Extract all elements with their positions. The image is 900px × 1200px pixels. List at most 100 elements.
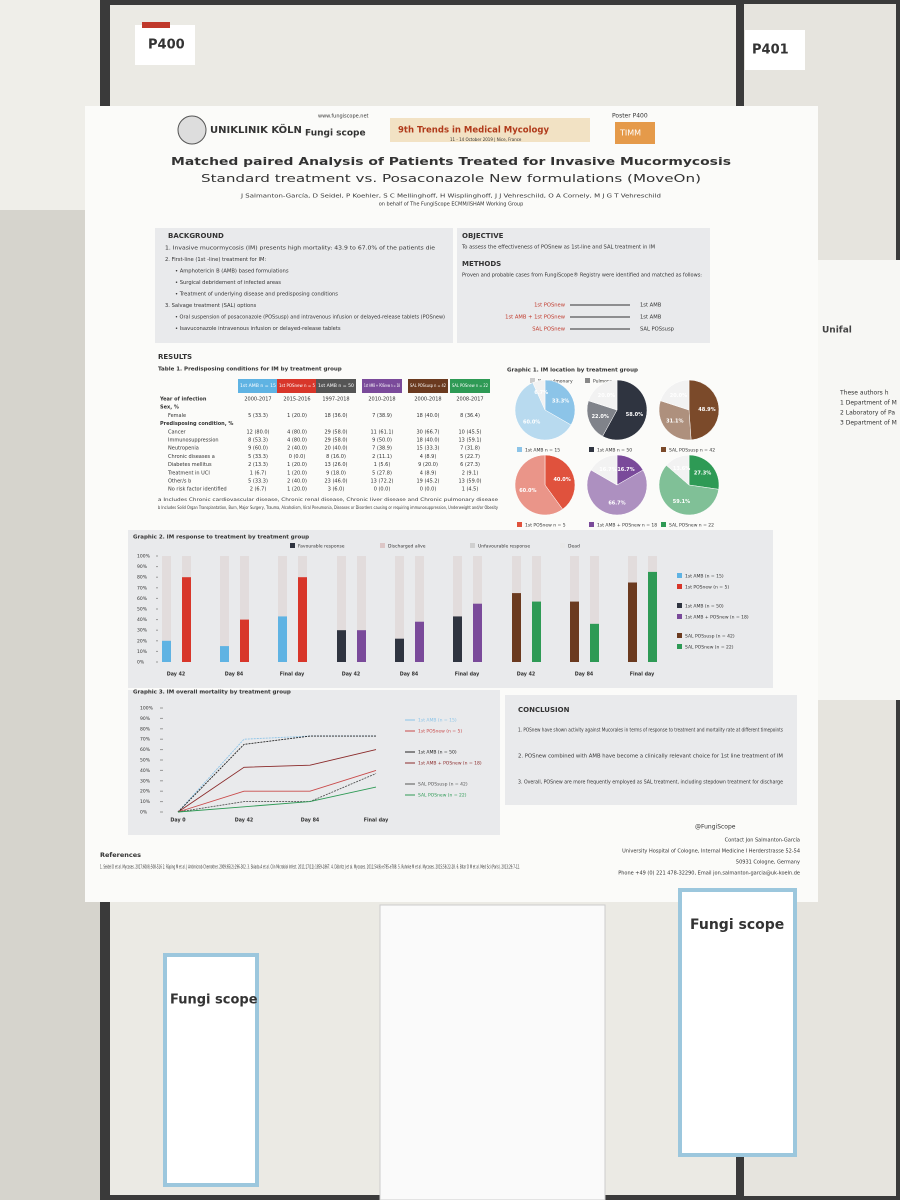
x-tick-label: Day 0	[170, 818, 186, 824]
legend: Unfavourable response	[478, 544, 530, 550]
caption: Graphic 2. IM response to treatment by t…	[133, 535, 309, 541]
bar	[648, 571, 657, 662]
behalf: on behalf of The FungiScope ECMM/ISHAM W…	[379, 202, 524, 208]
pie-slice	[590, 454, 618, 486]
label-card	[135, 25, 195, 65]
legend: Non pulmonary	[538, 379, 573, 385]
cell: 2000-2018	[414, 397, 441, 403]
pie-slice	[666, 454, 690, 486]
pair-left: SAL POSnew	[532, 327, 565, 333]
cell: 8 (53.3)	[248, 438, 268, 444]
col-head	[408, 379, 448, 393]
timm: TIMM	[619, 129, 641, 138]
column-header: SAL POSnew n = 22	[452, 383, 488, 388]
row-label: No risk factor identified	[168, 487, 227, 493]
legend-swatch	[380, 543, 385, 548]
legend-swatch	[677, 573, 682, 578]
row-label: Neutropenia	[168, 446, 199, 452]
twitter: @FungiScope	[695, 824, 736, 831]
legend: SAL POSsusp (n = 42)	[685, 634, 735, 640]
cell: 18 (40.0)	[417, 413, 440, 419]
cell: 5 (33.3)	[248, 413, 268, 419]
bar	[182, 577, 191, 662]
methods: Proven and probable cases from FungiScop…	[462, 272, 702, 279]
logo: Fungi scope	[305, 129, 366, 139]
cell: 23 (46.0)	[325, 479, 348, 485]
x-tick-label: Day 84	[225, 672, 244, 678]
legend: 1st AMB (n = 50)	[418, 750, 457, 756]
cell: 13 (26.0)	[325, 462, 348, 468]
pie-slice	[588, 379, 618, 411]
y-tick-label: 70%	[137, 585, 148, 591]
line	[177, 735, 376, 813]
row-label: Female	[168, 413, 186, 419]
legend: 1st POSnew (n = 5)	[685, 585, 729, 591]
pie-label: 20.0%	[598, 393, 615, 399]
x-tick-label: Day 42	[342, 672, 361, 678]
cell: 2010-2018	[368, 397, 395, 403]
cell: 10 (45.5)	[459, 429, 482, 435]
list-item: • Oral suspension of posaconazole (POSsu…	[175, 315, 445, 321]
pie-label: 16.7%	[617, 467, 634, 473]
col-head	[450, 379, 490, 393]
y-tick-label: 10%	[137, 649, 148, 655]
pair-right: SAL POSsusp	[640, 327, 675, 333]
pie-slice	[602, 379, 648, 441]
line	[177, 735, 376, 813]
row-label: Year of infection	[159, 397, 207, 403]
side-text: These authors h	[839, 390, 889, 397]
x-tick-label: Day 84	[301, 818, 320, 824]
y-tick-label: 10%	[140, 799, 151, 805]
col-head	[277, 379, 317, 393]
col-head	[238, 379, 278, 393]
contact: Phone +49 (0) 221 478-32290, Email jon.s…	[618, 871, 800, 877]
cell: 5 (33.3)	[248, 479, 268, 485]
bar-bg	[590, 556, 599, 662]
label-tab	[142, 22, 170, 28]
line	[177, 773, 377, 813]
legend: 1st POSnew (n = 5)	[418, 729, 462, 735]
x-tick-label: Day 42	[517, 672, 536, 678]
x-tick-label: Day 84	[400, 672, 419, 678]
y-tick-label: 70%	[140, 737, 151, 743]
bar	[570, 601, 579, 662]
cell: 0 (0.0)	[374, 487, 391, 493]
cell: 4 (80.0)	[287, 438, 307, 444]
legend-swatch	[560, 543, 565, 548]
x-tick-label: Final day	[630, 672, 655, 678]
cell: 4 (80.0)	[287, 429, 307, 435]
pair-left: 1st POSnew	[534, 303, 566, 309]
list-item: • Amphotericin B (AMB) based formulation…	[175, 269, 289, 275]
pie-name: SAL POSsusp n = 42	[669, 448, 715, 454]
brochure	[163, 953, 259, 1187]
x-tick-label: Final day	[280, 672, 305, 678]
side-text: 1 Department of M	[840, 400, 897, 407]
side-text: 3 Department of M	[840, 420, 897, 427]
cell: 2 (40.0)	[287, 446, 307, 452]
heading: BACKGROUND	[168, 232, 224, 240]
pie-label: 60.0%	[519, 488, 536, 494]
pie-name: SAL POSnew n = 22	[669, 523, 714, 529]
pie-label: 13.6%	[673, 466, 690, 472]
list-item: 2. POSnew combined with AMB have become …	[518, 754, 783, 760]
bar	[453, 616, 462, 662]
row-label: Immunosuppression	[168, 438, 219, 444]
legend: Pulmonary	[593, 379, 617, 385]
cell: 30 (66.7)	[417, 429, 440, 435]
cell: 13 (59.1)	[459, 438, 482, 444]
pie-label: 27.3%	[694, 471, 711, 477]
legend-swatch	[677, 584, 682, 589]
authors: J Salmanton-García, D Seidel, P Koehler,…	[240, 193, 661, 200]
list-item: 2. First-line (1st -line) treatment for …	[165, 257, 266, 263]
bar-bg	[337, 556, 346, 662]
box	[155, 228, 453, 343]
row-label: Predisposing condition, %	[160, 421, 233, 427]
cell: 4 (8.9)	[420, 470, 437, 476]
y-tick-label: 20%	[137, 638, 148, 644]
y-tick-label: 60%	[137, 596, 148, 602]
box	[505, 695, 797, 805]
legend: Dead	[568, 544, 580, 550]
pie-name: 1st AMB n = 50	[597, 448, 632, 454]
row-label: Diabetes mellitus	[168, 462, 212, 468]
bar	[162, 640, 171, 662]
